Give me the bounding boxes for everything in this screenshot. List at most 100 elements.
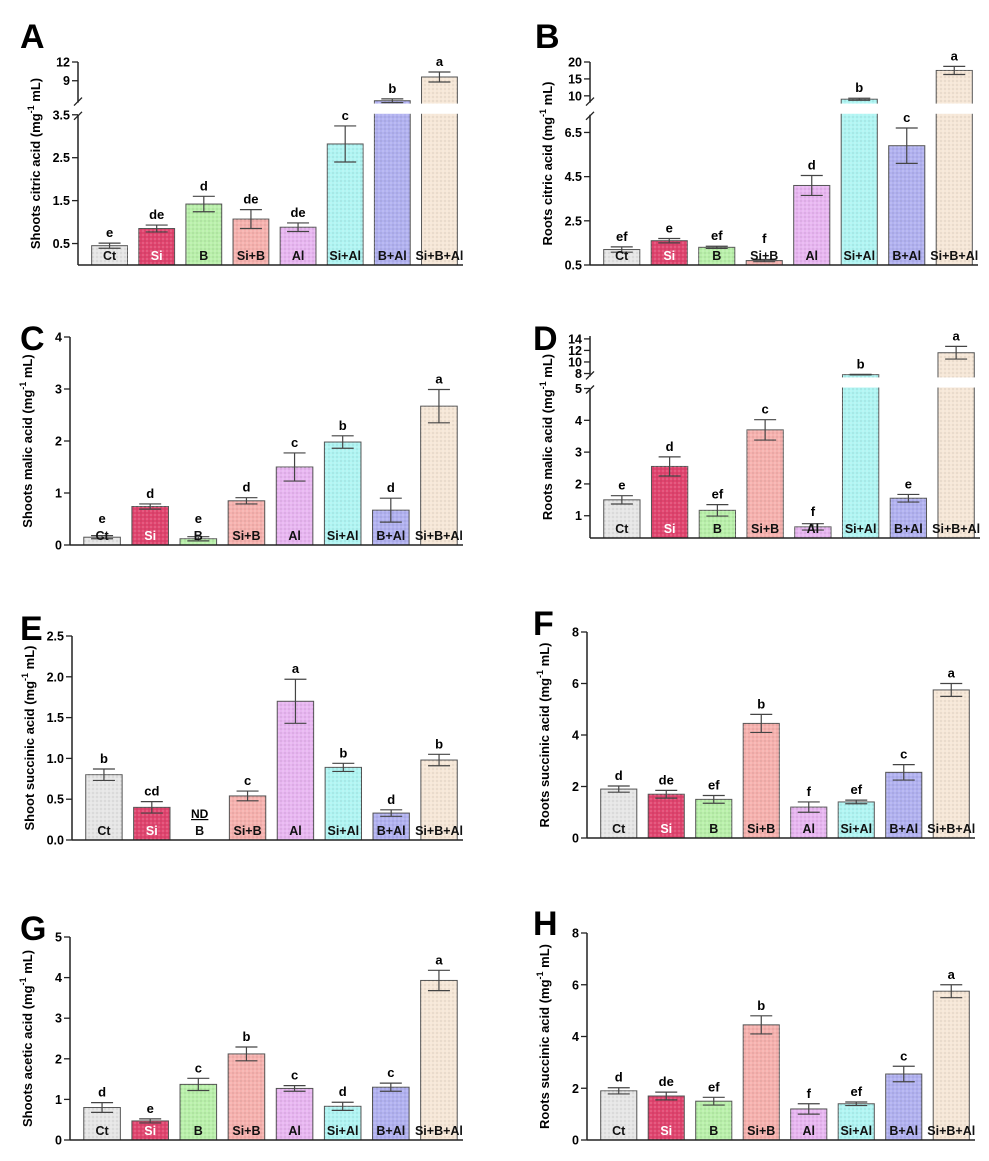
category-label: Si+B+Al: [415, 824, 463, 838]
y-tick-label: 2.5: [53, 151, 70, 165]
category-label: Si+B+Al: [932, 522, 980, 536]
category-label: B+Al: [889, 1124, 918, 1138]
category-label: Si+Al: [840, 1124, 872, 1138]
y-tick-label: 0: [55, 1134, 62, 1148]
panel-letter: B: [535, 18, 560, 56]
y-tick-label: 1.0: [47, 752, 64, 766]
category-label: B+Al: [376, 529, 405, 543]
significance-letter: c: [244, 773, 251, 788]
category-label: Si+B+Al: [415, 529, 463, 543]
y-tick-label: 5: [575, 382, 582, 396]
bar-pattern: [324, 1106, 361, 1140]
y-label-end: mL): [22, 646, 37, 673]
bar-pattern: [746, 260, 783, 265]
y-label-main: Shoots malic acid (mg: [20, 390, 35, 528]
category-label: Al: [289, 824, 302, 838]
y-axis-label: Roots malic acid (mg-1 mL): [538, 354, 555, 520]
significance-letter: de: [149, 207, 164, 222]
significance-letter: c: [762, 402, 769, 417]
bar-break-gap: [373, 103, 412, 114]
bar-pattern: [838, 801, 875, 838]
y-label-superscript: -1: [538, 381, 548, 389]
bar-pattern: [603, 499, 641, 538]
bar-pattern: [793, 185, 830, 265]
y-label-end: mL): [28, 78, 43, 105]
category-label: B+Al: [889, 822, 918, 836]
y-tick-label: 8: [575, 367, 582, 381]
significance-letter: a: [436, 54, 444, 69]
y-label-main: Shoots citric acid (mg: [28, 113, 43, 249]
panel-A: A Shoots citric acid (mg-1 mL) e Ct de Si d Bde…: [20, 18, 463, 266]
y-tick-label: 6: [572, 978, 579, 992]
y-tick-label: 4: [572, 729, 579, 743]
significance-letter: ef: [708, 778, 720, 793]
category-label: B: [195, 824, 204, 838]
y-tick-label: 2: [572, 1082, 579, 1096]
category-label: Al: [288, 1124, 301, 1138]
significance-letter: de: [243, 192, 258, 207]
y-tick-label: 8: [572, 927, 579, 941]
y-tick-label: 1: [55, 1093, 62, 1107]
y-axis-label: Shoots citric acid (mg-1 mL): [26, 78, 43, 249]
category-label: Ct: [615, 249, 629, 263]
category-label: Si+B: [747, 822, 775, 836]
significance-letter: e: [147, 1101, 154, 1116]
significance-letter: d: [387, 792, 395, 807]
bar-pattern: [695, 1101, 732, 1140]
significance-letter: c: [342, 108, 349, 123]
bar-pattern: [838, 1103, 875, 1140]
y-label-main: Roots malic acid (mg: [540, 389, 555, 520]
bar-pattern: [600, 789, 637, 838]
category-label: Ct: [97, 824, 111, 838]
y-axis-label: Shoot succinic acid (mg-1 mL): [20, 646, 37, 831]
significance-letter: a: [948, 967, 956, 982]
y-tick-label: 10: [568, 89, 582, 103]
bar-pattern: [420, 760, 458, 840]
y-tick-label: 1.5: [53, 194, 70, 208]
category-label: Si+Al: [327, 529, 359, 543]
y-tick-label: 4: [572, 1030, 579, 1044]
y-label-main: Roots citric acid (mg: [540, 117, 555, 246]
y-tick-label: 4: [575, 414, 582, 428]
bar-break-gap: [936, 377, 976, 388]
axis-break-mark: [73, 111, 83, 121]
significance-letter: b: [855, 80, 863, 95]
category-label: Si+B: [232, 529, 260, 543]
category-label: B+Al: [378, 249, 407, 263]
category-label: B: [194, 1124, 203, 1138]
category-label: B: [709, 822, 718, 836]
y-label-main: Roots succinic acid (mg: [537, 678, 552, 828]
significance-letter: d: [615, 1070, 623, 1085]
bar-pattern: [324, 442, 361, 545]
panel-letter: F: [533, 605, 554, 643]
category-label: Si+B: [751, 522, 779, 536]
significance-letter: f: [762, 231, 767, 246]
category-label: Si+B+Al: [927, 1124, 975, 1138]
significance-letter: d: [387, 480, 395, 495]
category-label: B: [709, 1124, 718, 1138]
significance-letter: b: [242, 1029, 250, 1044]
y-tick-label: 8: [572, 626, 579, 640]
significance-letter: e: [195, 511, 202, 526]
category-label: Si+B: [237, 249, 265, 263]
significance-letter: e: [666, 220, 673, 235]
significance-letter: b: [100, 751, 108, 766]
significance-letter: e: [905, 476, 912, 491]
bar-pattern: [229, 795, 266, 840]
panel-letter: E: [20, 610, 43, 648]
y-tick-label: 2.5: [47, 630, 64, 644]
bar-pattern: [885, 1074, 922, 1140]
y-tick-label: 0.5: [53, 237, 70, 251]
significance-letter: a: [953, 328, 961, 343]
y-tick-label: 1: [575, 509, 582, 523]
bar-pattern: [372, 1087, 410, 1140]
bar-pattern: [746, 429, 784, 538]
y-axis-label: Shoots malic acid (mg-1 mL): [18, 354, 35, 527]
y-tick-label: 2: [55, 1052, 62, 1066]
significance-letter: d: [200, 178, 208, 193]
category-label: Al: [292, 249, 305, 263]
category-label: Si+Al: [845, 522, 877, 536]
panel-G: G Shoots acetic acid (mg-1 mL) d Ct e Si c Bb Si…: [18, 910, 463, 1148]
significance-letter: e: [106, 225, 113, 240]
